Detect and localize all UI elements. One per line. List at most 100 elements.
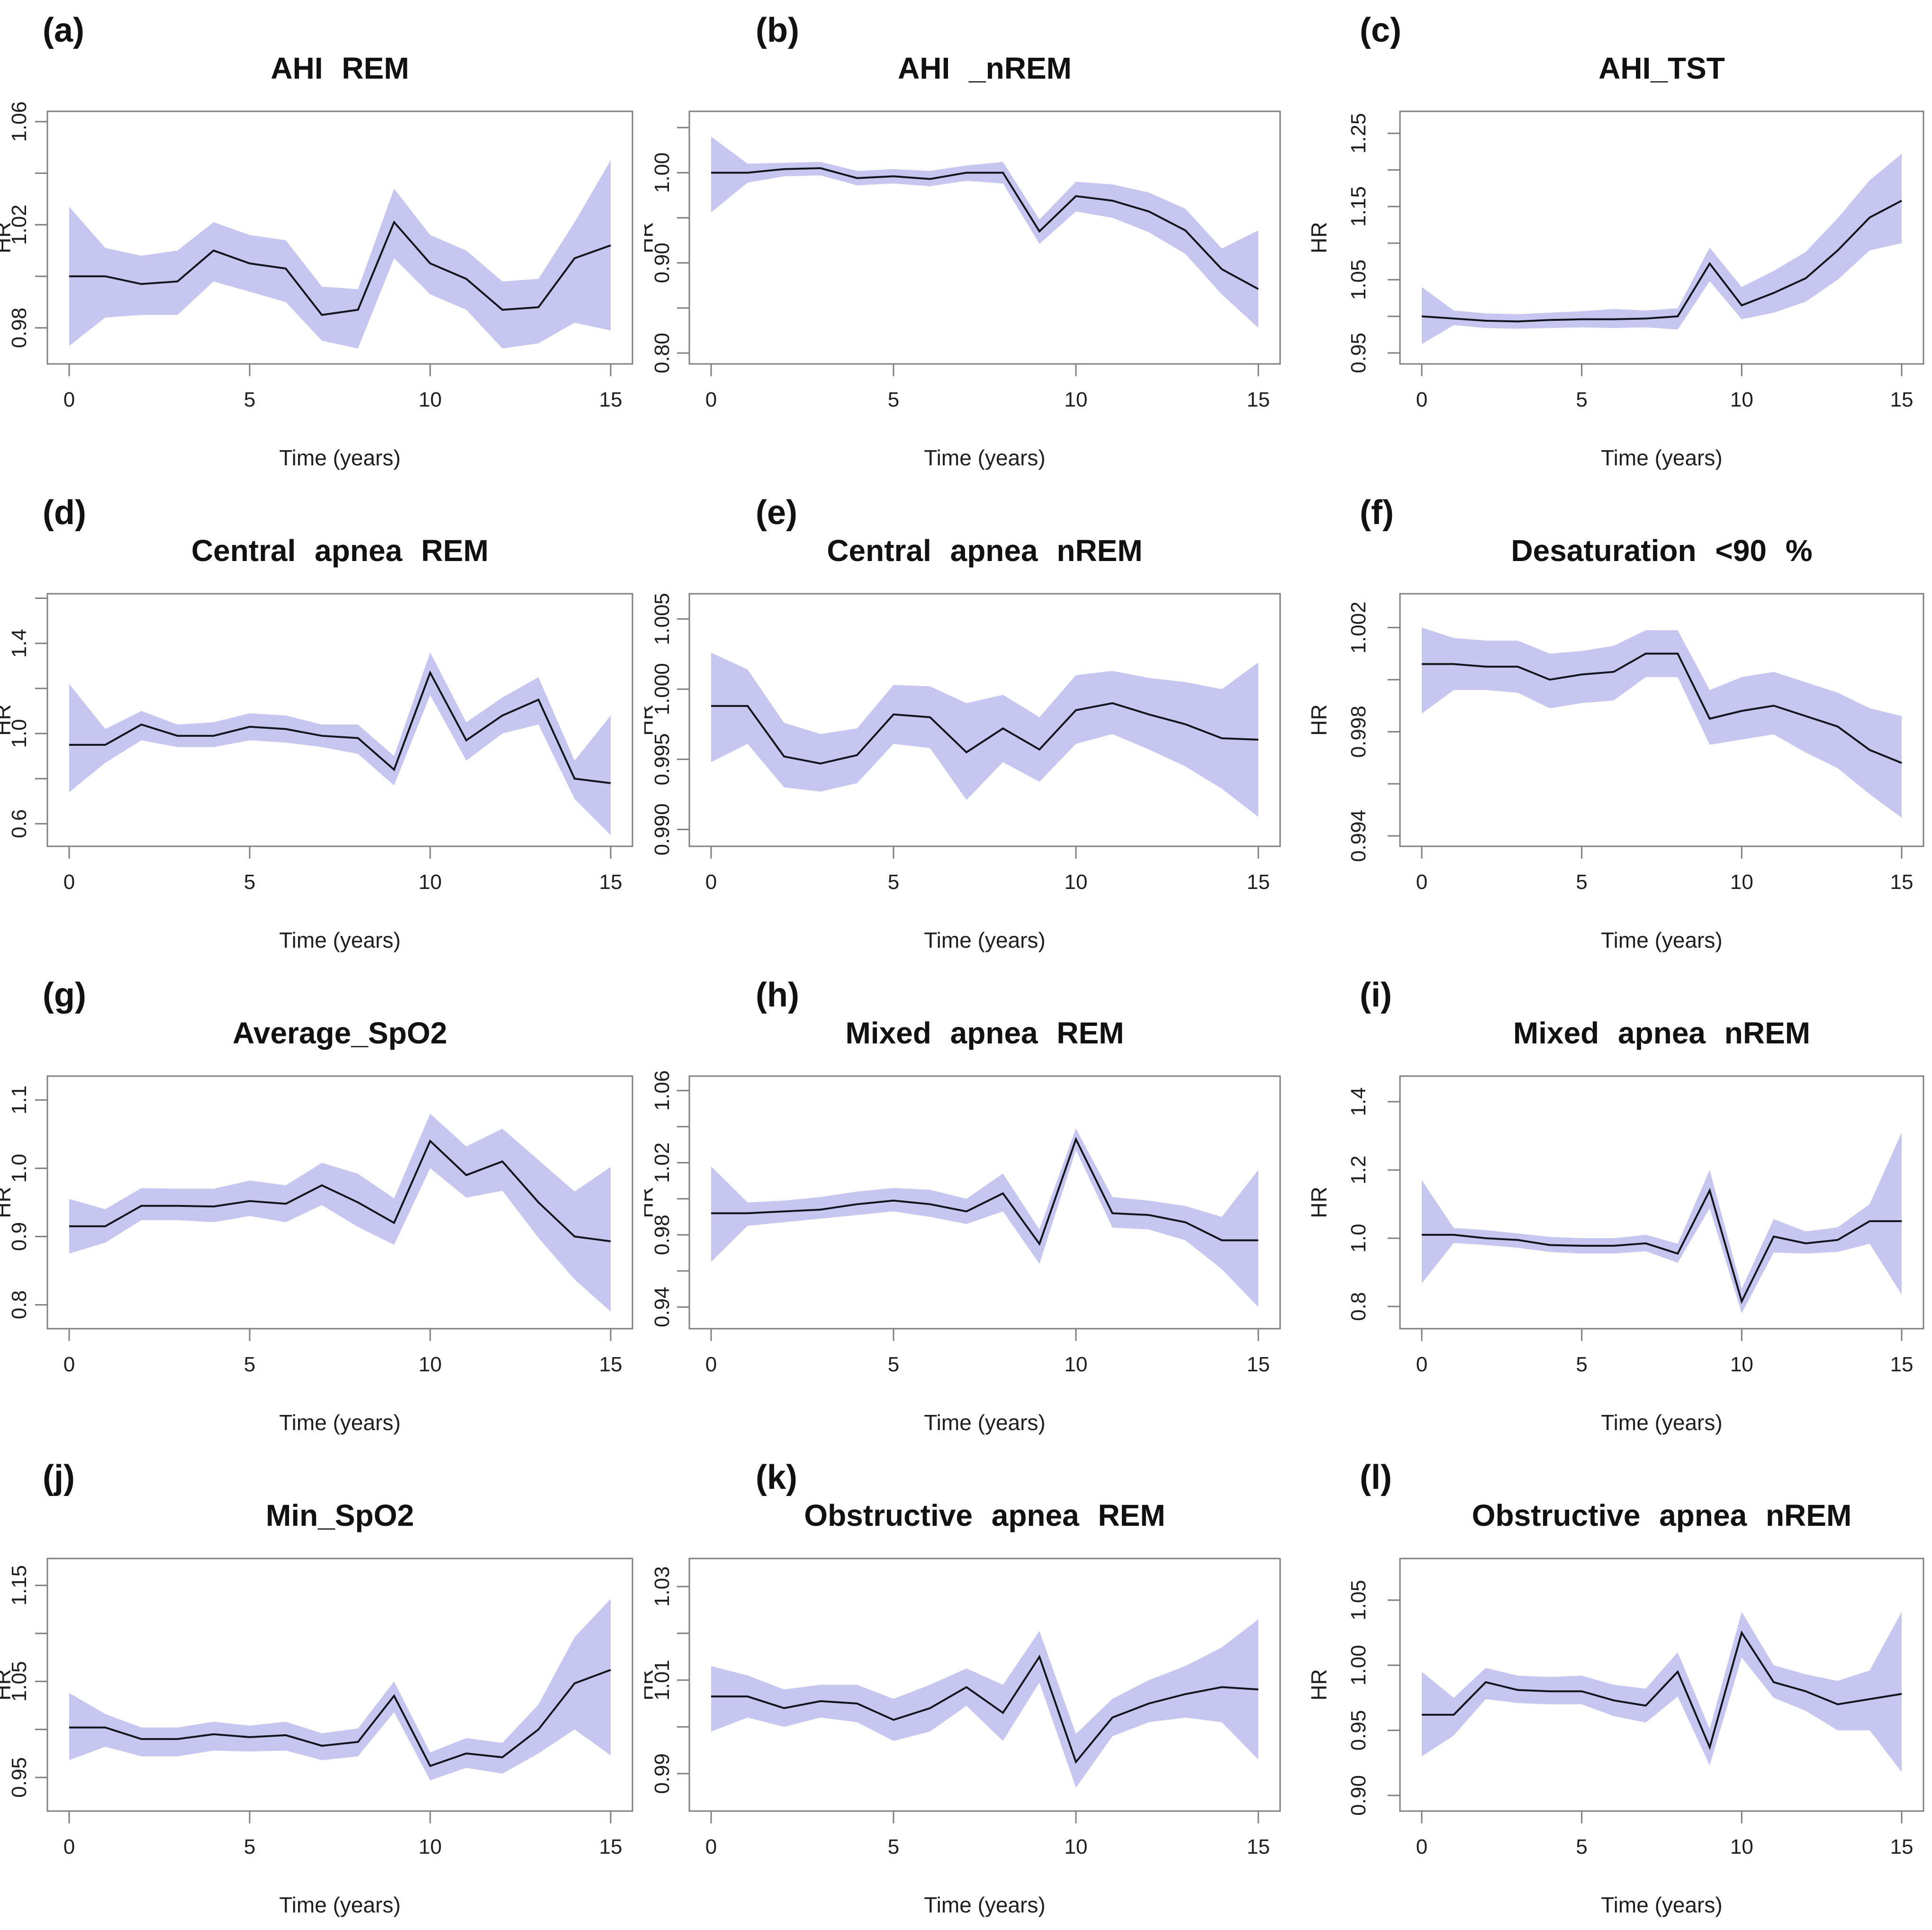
x-tick-label: 0 xyxy=(705,388,717,411)
hr-line xyxy=(711,167,1259,290)
confidence-band xyxy=(1422,154,1902,344)
hr-line xyxy=(711,1137,1258,1246)
x-tick-label: 15 xyxy=(599,1353,623,1376)
y-axis-label: HR xyxy=(1307,1187,1331,1218)
x-tick-label: 5 xyxy=(244,388,255,411)
y-tick-label: 0.98 xyxy=(8,308,31,348)
x-tick-label: 5 xyxy=(1576,870,1587,894)
y-tick-label: 0.995 xyxy=(650,733,674,785)
x-tick-label: 15 xyxy=(599,1835,623,1858)
y-tick-label: 0.80 xyxy=(650,333,674,373)
hr-line xyxy=(69,670,611,784)
y-axis-label: HR xyxy=(0,222,15,253)
y-tick-label: 0.95 xyxy=(8,1757,31,1798)
x-tick-label: 15 xyxy=(1890,870,1914,894)
x-tick-label: 10 xyxy=(1065,1835,1088,1858)
panel-k: 0.99 1.01 1.03 0 5 10 15 (k) Obstructive apnea R… xyxy=(644,1447,1289,1930)
hr-line xyxy=(711,702,1259,765)
panel-letter: (i) xyxy=(1360,976,1392,1014)
plot-frame xyxy=(46,593,633,847)
x-tick-label: 0 xyxy=(1416,388,1427,411)
panel-title: Obstructive apnea REM xyxy=(804,1498,1165,1532)
x-tick-label: 15 xyxy=(1247,1835,1270,1858)
y-axis-label: HR xyxy=(644,1187,658,1218)
plot-frame xyxy=(1399,1075,1924,1330)
y-tick-label: 1.02 xyxy=(8,204,31,245)
x-tick-label: 5 xyxy=(244,870,255,894)
x-axis-label: Time (years) xyxy=(1601,928,1722,952)
x-tick-label: 0 xyxy=(63,870,75,894)
plot-frame xyxy=(1399,593,1924,847)
x-axis-label: Time (years) xyxy=(279,1410,400,1435)
x-tick-label: 15 xyxy=(1890,1353,1914,1376)
y-tick-label: 1.06 xyxy=(8,101,31,142)
x-tick-label: 5 xyxy=(888,388,899,411)
y-tick-label: 0.8 xyxy=(1347,1292,1370,1321)
x-axis-label: Time (years) xyxy=(279,1893,400,1917)
confidence-band xyxy=(1422,627,1902,818)
y-tick-label: 1.02 xyxy=(650,1142,674,1183)
chart-svg-j: 0.95 1.05 1.15 0 5 10 15 (j) Min_SpO2 HR Time (yea… xyxy=(0,1459,633,1917)
plot-frame xyxy=(688,110,1281,365)
x-tick-label: 10 xyxy=(1730,1835,1753,1858)
plot-frame xyxy=(46,1558,633,1812)
panel-title: Mixed apnea nREM xyxy=(1513,1016,1810,1050)
y-tick-label: 1.005 xyxy=(650,593,674,645)
panel-letter: (h) xyxy=(756,976,799,1014)
y-axis-label: HR xyxy=(644,1669,658,1700)
panel-title: Mixed apnea REM xyxy=(845,1016,1124,1050)
plot-frame xyxy=(688,1075,1281,1330)
y-tick-label: 0.990 xyxy=(650,803,674,855)
x-tick-label: 0 xyxy=(63,1353,75,1376)
y-tick-label: 1.06 xyxy=(650,1070,674,1111)
x-tick-label: 10 xyxy=(1730,1353,1753,1376)
chart-svg-e: 0.990 0.995 1.000 1.005 0 5 10 15 (e) Central apn… xyxy=(644,494,1281,952)
x-tick-label: 5 xyxy=(244,1835,255,1858)
y-tick-label: 1.2 xyxy=(1347,1155,1370,1184)
x-tick-label: 10 xyxy=(1730,388,1753,411)
plot-frame xyxy=(1399,110,1924,365)
y-tick-label: 0.998 xyxy=(1347,706,1370,758)
y-tick-label: 1.05 xyxy=(1347,260,1370,300)
panel-h: 0.94 0.98 1.02 1.06 0 5 10 15 (h) Mixed apnea REM… xyxy=(644,965,1289,1447)
y-tick-label: 0.90 xyxy=(1347,1775,1370,1816)
x-tick-label: 0 xyxy=(705,1835,717,1858)
chart-svg-i: 0.8 1.0 1.2 1.4 0 5 10 15 (i) Mixed apnea nREM HR T… xyxy=(1307,976,1924,1435)
y-tick-label: 0.8 xyxy=(8,1290,31,1319)
x-tick-label: 5 xyxy=(1576,1353,1587,1376)
confidence-band xyxy=(711,652,1258,817)
confidence-band xyxy=(69,652,611,835)
x-tick-label: 0 xyxy=(63,388,75,411)
panel-letter: (l) xyxy=(1360,1459,1392,1496)
y-tick-label: 0.994 xyxy=(1347,810,1370,862)
y-axis-label: HR xyxy=(644,222,658,253)
y-tick-label: 0.99 xyxy=(650,1753,674,1794)
y-tick-label: 1.000 xyxy=(650,663,674,715)
x-tick-label: 0 xyxy=(1416,1353,1427,1376)
panel-i: 0.8 1.0 1.2 1.4 0 5 10 15 (i) Mixed apnea nREM HR T… xyxy=(1289,965,1932,1447)
chart-svg-k: 0.99 1.01 1.03 0 5 10 15 (k)Obstructive apnea R… xyxy=(644,1459,1281,1917)
x-tick-label: 10 xyxy=(419,1353,442,1376)
x-tick-label: 10 xyxy=(419,388,442,411)
x-tick-label: 0 xyxy=(1416,1835,1427,1858)
hr-line xyxy=(1422,1630,1902,1750)
hr-line xyxy=(69,1139,611,1242)
panel-l: 0.90 0.95 1.00 1.05 0 5 10 15 (l) Obstructive apn… xyxy=(1289,1447,1932,1930)
x-axis-label: Time (years) xyxy=(924,928,1045,952)
plot-frame xyxy=(688,1558,1281,1812)
y-tick-label: 1.03 xyxy=(650,1566,674,1607)
confidence-band xyxy=(1422,1612,1902,1772)
x-axis-label: Time (years) xyxy=(279,445,400,470)
x-axis-label: Time (years) xyxy=(1601,1893,1722,1917)
panel-b: 0.80 0.90 1.00 0 5 10 15 (b) AHI _nREM HR Time (ye… xyxy=(644,0,1289,482)
y-tick-label: 1.002 xyxy=(1347,601,1370,653)
y-tick-label: 1.15 xyxy=(1347,186,1370,227)
confidence-band xyxy=(69,1114,611,1312)
panel-title: Min_SpO2 xyxy=(266,1498,414,1532)
plot-frame xyxy=(1399,1558,1924,1812)
y-axis-label: HR xyxy=(0,704,15,735)
x-tick-label: 5 xyxy=(888,1835,899,1858)
y-tick-label: 1.05 xyxy=(1347,1580,1370,1621)
hr-line xyxy=(69,1669,611,1767)
x-axis-label: Time (years) xyxy=(924,445,1045,470)
